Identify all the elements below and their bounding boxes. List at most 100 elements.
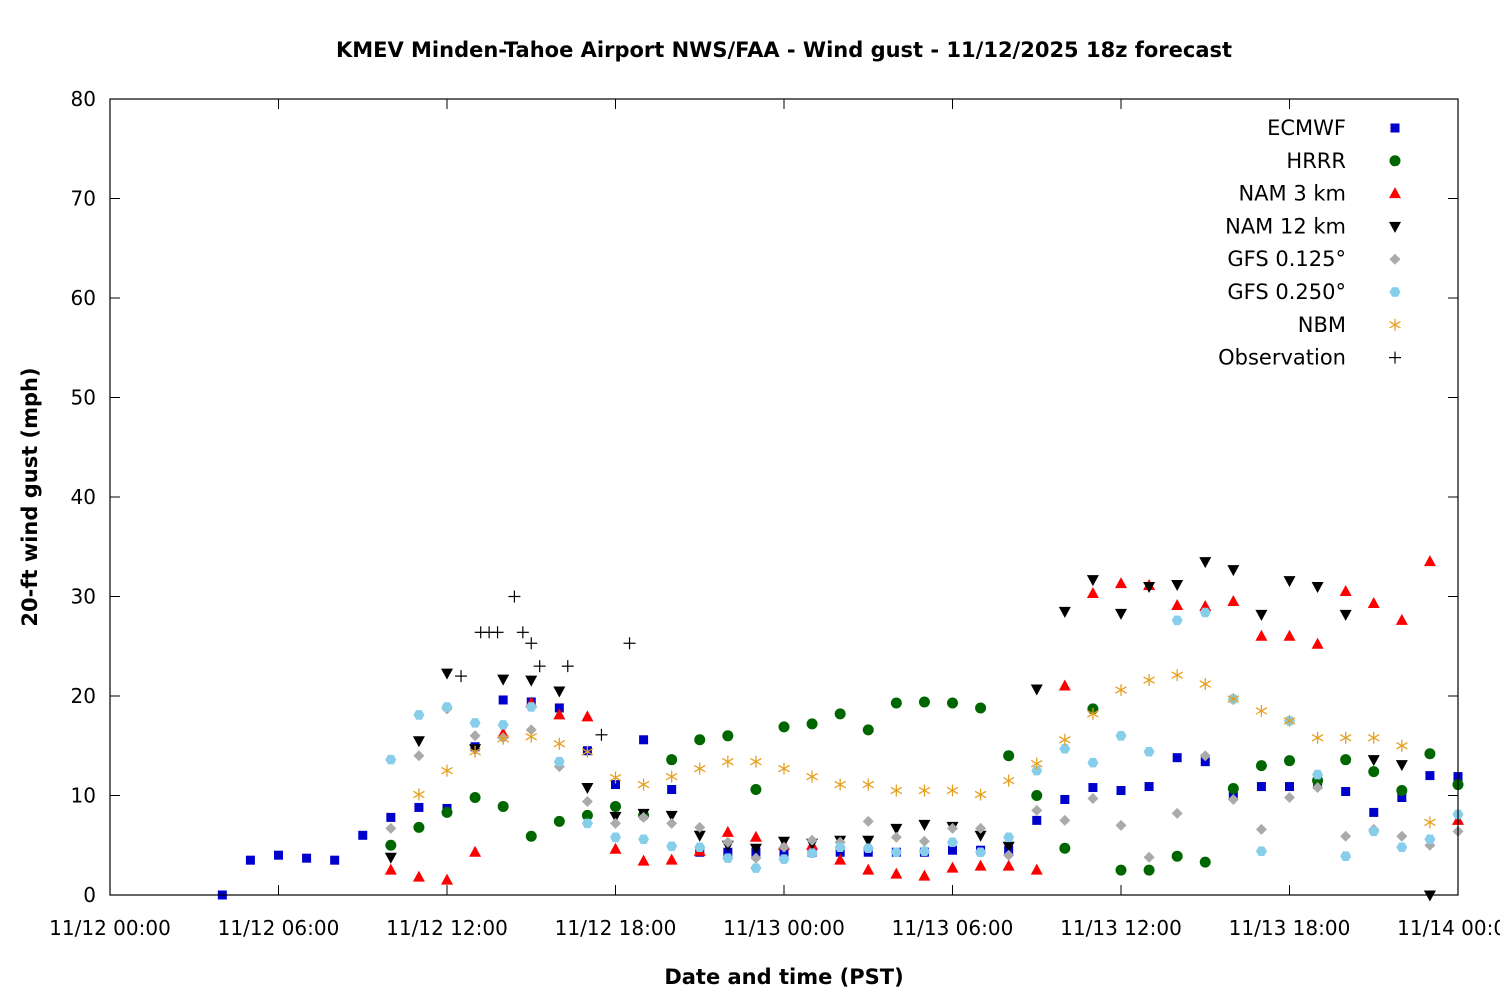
- data-point: [1199, 607, 1211, 618]
- data-point: [1423, 890, 1436, 902]
- data-point: [722, 853, 734, 863]
- data-point: [1199, 750, 1211, 762]
- data-point: [1368, 826, 1380, 837]
- data-point: [1030, 757, 1043, 770]
- data-point: [890, 697, 902, 709]
- data-point: [947, 837, 958, 847]
- x-tick-label: 11/13 00:00: [723, 916, 845, 940]
- data-point: [610, 832, 621, 843]
- data-point: [862, 843, 874, 853]
- data-point: [581, 710, 594, 722]
- data-point: [491, 626, 504, 639]
- data-point: [862, 835, 875, 847]
- data-point: [595, 728, 608, 741]
- data-point: [1339, 609, 1352, 621]
- y-tick-label: 70: [71, 187, 96, 211]
- data-point: [1059, 744, 1071, 754]
- legend-marker: [1389, 287, 1401, 297]
- data-point: [721, 825, 734, 837]
- data-point: [946, 784, 959, 797]
- data-point: [1425, 771, 1435, 781]
- data-point: [1172, 753, 1182, 763]
- series-gfs-0-125-: [385, 703, 1464, 864]
- data-point: [1283, 714, 1296, 727]
- data-point: [441, 668, 453, 680]
- legend-marker: [1389, 351, 1401, 364]
- data-point: [1340, 830, 1352, 842]
- data-point: [975, 822, 987, 834]
- data-point: [385, 822, 397, 834]
- data-point: [525, 724, 537, 736]
- data-point: [358, 830, 368, 840]
- data-point: [1367, 755, 1380, 767]
- data-point: [1002, 841, 1015, 853]
- data-point: [497, 674, 510, 686]
- data-point: [722, 755, 734, 768]
- data-point: [1059, 733, 1071, 746]
- data-point: [749, 843, 762, 855]
- data-point: [638, 811, 650, 823]
- data-point: [581, 818, 593, 829]
- data-point: [806, 848, 818, 858]
- data-point: [1199, 856, 1211, 868]
- data-point: [525, 830, 537, 842]
- data-point: [637, 778, 650, 791]
- data-point: [722, 730, 734, 742]
- x-axis-label: Date and time (PST): [664, 965, 903, 989]
- data-point: [1395, 613, 1408, 625]
- data-point: [1284, 755, 1295, 767]
- data-point: [693, 762, 706, 775]
- data-point: [666, 817, 678, 829]
- legend-marker: [1389, 318, 1401, 331]
- y-tick-label: 40: [71, 485, 96, 509]
- data-point: [666, 841, 678, 851]
- data-point: [1115, 577, 1127, 589]
- data-point: [609, 842, 622, 854]
- data-point: [413, 821, 425, 833]
- data-point: [890, 847, 902, 857]
- data-point: [1199, 678, 1212, 691]
- data-point: [441, 806, 453, 818]
- data-point: [1059, 842, 1071, 854]
- data-point: [1396, 830, 1408, 842]
- legend-marker: [1389, 221, 1401, 233]
- data-point: [1171, 807, 1183, 819]
- data-point: [1367, 731, 1380, 744]
- data-point: [610, 800, 621, 812]
- data-point: [581, 809, 593, 821]
- data-point: [1032, 815, 1042, 825]
- data-point: [441, 764, 453, 777]
- data-point: [1002, 859, 1015, 871]
- data-point: [1143, 582, 1156, 594]
- data-point: [974, 859, 987, 871]
- data-point: [1227, 783, 1239, 795]
- legend-label: HRRR: [1286, 149, 1346, 173]
- data-point: [1424, 748, 1436, 760]
- data-point: [1424, 834, 1436, 844]
- data-point: [1256, 782, 1266, 792]
- data-point: [918, 784, 931, 797]
- data-point: [750, 863, 762, 873]
- y-tick-label: 0: [83, 883, 96, 907]
- data-point: [890, 867, 903, 879]
- data-point: [1115, 684, 1127, 697]
- data-point: [750, 852, 762, 864]
- data-point: [918, 819, 931, 831]
- data-point: [1002, 774, 1015, 787]
- data-point: [525, 702, 537, 712]
- data-point: [834, 778, 846, 791]
- data-point: [694, 821, 706, 833]
- data-point: [1339, 585, 1352, 597]
- data-point: [1171, 598, 1184, 610]
- data-point: [834, 853, 847, 865]
- data-point: [413, 750, 425, 762]
- data-point: [1255, 760, 1267, 772]
- data-point: [749, 830, 762, 842]
- data-point: [1115, 819, 1127, 831]
- data-point: [665, 810, 678, 822]
- data-point: [778, 854, 790, 864]
- data-point: [1003, 849, 1015, 861]
- data-point: [862, 863, 875, 875]
- data-point: [1397, 792, 1407, 802]
- data-point: [638, 834, 650, 844]
